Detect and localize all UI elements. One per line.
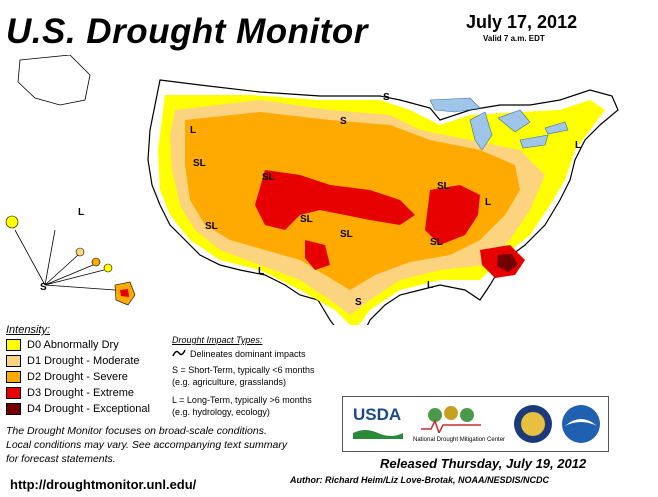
d4-area-georgia xyxy=(497,254,518,272)
note-line: The Drought Monitor focuses on broad-sca… xyxy=(6,425,267,437)
d4-swatch xyxy=(6,403,21,416)
great-lakes xyxy=(429,97,569,151)
impact-delineates: Delineates dominant impacts xyxy=(190,349,306,359)
impact-label: SL xyxy=(300,214,313,225)
drought-map: S L SL SL SL SL SL SL SL L L S S L L S L xyxy=(5,55,619,325)
impact-label: SL xyxy=(340,229,353,240)
legend-item-d2: D2 Drought - Severe xyxy=(6,371,128,384)
d3-area-plains xyxy=(255,170,415,230)
impact-label: SL xyxy=(437,181,450,192)
agency-logos: USDA National Drought Mitigation Center xyxy=(342,396,609,452)
impact-label: L xyxy=(258,266,264,277)
valid-time: Valid 7 a.m. EDT xyxy=(483,34,545,43)
hawaii-island xyxy=(91,257,101,267)
d1-swatch xyxy=(6,355,21,368)
legend-title: Intensity: xyxy=(6,324,51,336)
d0-swatch xyxy=(6,339,21,352)
d3-swatch xyxy=(6,387,21,400)
usda-logo: USDA xyxy=(353,405,402,424)
map-date: July 17, 2012 xyxy=(466,12,578,32)
commerce-seal-icon xyxy=(514,405,552,443)
impact-label: SL xyxy=(430,237,443,248)
impact-label: L xyxy=(78,207,84,218)
impact-label: SL xyxy=(205,221,218,232)
impact-short-term-eg: (e.g. agriculture, grasslands) xyxy=(172,377,287,387)
impact-line-icon xyxy=(172,349,186,357)
impact-label: SL xyxy=(262,172,275,183)
noaa-logo-icon xyxy=(562,405,600,443)
legend-item-d3: D3 Drought - Extreme xyxy=(6,387,134,400)
hawaii-pointer-lines xyxy=(14,229,116,291)
note-line: for forecast statements. xyxy=(6,453,116,465)
d3-area-texas xyxy=(305,240,330,270)
legend-item-d4: D4 Drought - Exceptional xyxy=(6,403,150,416)
alaska-outline xyxy=(17,55,91,106)
impact-label: S xyxy=(355,297,362,308)
hawaii-island-core xyxy=(120,289,129,297)
impact-label: S xyxy=(340,116,347,127)
impact-label: S xyxy=(383,92,390,103)
impact-label: L xyxy=(190,125,196,136)
impact-long-term: L = Long-Term, typically >6 months xyxy=(172,395,312,405)
ndmc-logo-text: National Drought Mitigation Center xyxy=(413,437,506,443)
hawaii-island xyxy=(5,215,19,229)
impact-short-term: S = Short-Term, typically <6 months xyxy=(172,365,315,375)
hawaii-island xyxy=(75,247,85,257)
impact-label: L xyxy=(485,197,491,208)
impact-label: SL xyxy=(193,158,206,169)
legend-item-d1: D1 Drought - Moderate xyxy=(6,355,140,368)
ndmc-trees-icon xyxy=(421,406,481,433)
map-title: U.S. Drought Monitor xyxy=(6,12,368,51)
d2-swatch xyxy=(6,371,21,384)
impact-types-title: Drought Impact Types: xyxy=(172,335,263,345)
legend-item-d0: D0 Abnormally Dry xyxy=(6,339,119,352)
d3-area-midwest xyxy=(425,185,480,245)
hawaii-island xyxy=(103,263,113,273)
usda-hills-icon xyxy=(353,430,403,439)
impact-long-term-eg: (e.g. hydrology, ecology) xyxy=(172,407,270,417)
website-link[interactable]: http://droughtmonitor.unl.edu/ xyxy=(10,477,197,492)
impact-label: L xyxy=(575,140,581,151)
author-credit: Author: Richard Heim/Liz Love-Brotak, NO… xyxy=(290,475,550,485)
impact-label: S xyxy=(40,282,47,293)
impact-label: L xyxy=(427,280,433,291)
note-line: Local conditions may vary. See accompany… xyxy=(6,439,288,451)
release-date: Released Thursday, July 19, 2012 xyxy=(380,456,587,471)
